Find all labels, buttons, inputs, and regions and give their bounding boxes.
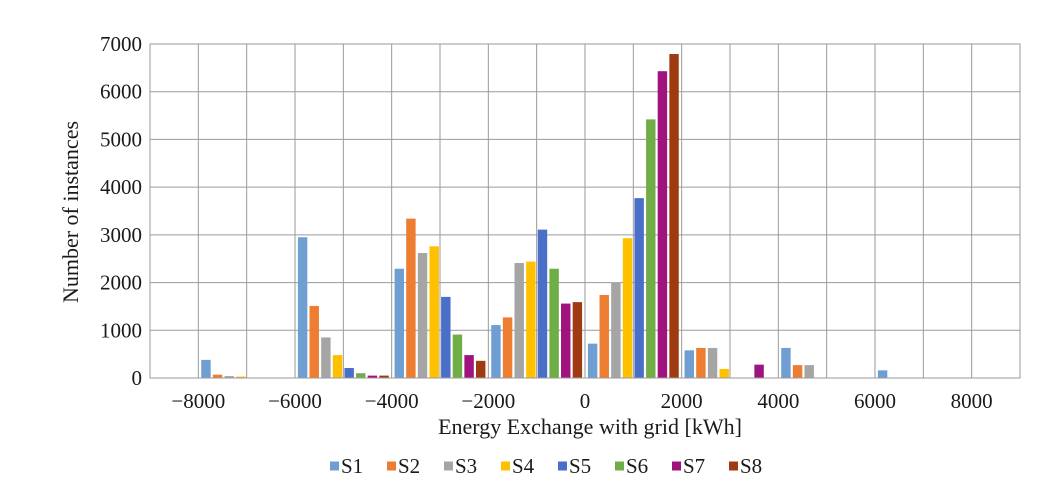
legend-item: S3 bbox=[444, 454, 477, 478]
y-tick-label: 0 bbox=[132, 366, 143, 390]
x-tick-label: −4000 bbox=[365, 389, 419, 413]
bar-s8 bbox=[572, 302, 583, 378]
bar-s6 bbox=[356, 373, 366, 378]
bar-s3 bbox=[321, 337, 331, 378]
bar-s3 bbox=[417, 252, 428, 378]
legend-item: S2 bbox=[387, 454, 420, 478]
legend-label: S8 bbox=[740, 454, 762, 478]
legend-swatch bbox=[558, 461, 567, 471]
legend: S1 S2 S3 S4 S5 S6 S7 S8 bbox=[330, 454, 762, 478]
y-tick-label: 6000 bbox=[100, 80, 142, 104]
x-tick-label: −8000 bbox=[171, 389, 225, 413]
legend-label: S3 bbox=[455, 454, 477, 478]
y-tick-label: 3000 bbox=[100, 223, 142, 247]
y-tick-label: 5000 bbox=[100, 127, 142, 151]
legend-swatch bbox=[444, 461, 453, 471]
bar-s4 bbox=[622, 238, 633, 378]
bar-s5 bbox=[441, 296, 451, 378]
bar-s3 bbox=[707, 347, 718, 378]
y-tick-label: 1000 bbox=[100, 318, 142, 342]
legend-item: S1 bbox=[330, 454, 363, 478]
y-tick-label: 2000 bbox=[100, 271, 142, 295]
bar-s5 bbox=[537, 229, 548, 378]
legend-item: S6 bbox=[615, 454, 648, 478]
bar-s7 bbox=[464, 355, 474, 378]
legend-label: S2 bbox=[398, 454, 420, 478]
bar-s2 bbox=[212, 374, 223, 378]
bar-s2 bbox=[406, 218, 416, 378]
x-tick-label: 2000 bbox=[661, 389, 703, 413]
legend-label: S6 bbox=[626, 454, 648, 478]
legend-swatch bbox=[387, 461, 396, 471]
bar-s1 bbox=[587, 343, 598, 378]
bar-s1 bbox=[201, 359, 211, 378]
legend-item: S7 bbox=[672, 454, 705, 478]
x-axis-title: Energy Exchange with grid [kWh] bbox=[438, 414, 742, 439]
bar-s8 bbox=[379, 375, 389, 378]
bar-s1 bbox=[684, 350, 694, 378]
bar-s2 bbox=[502, 317, 513, 378]
legend-label: S5 bbox=[569, 454, 591, 478]
bar-s3 bbox=[804, 365, 814, 378]
bar-s3 bbox=[611, 282, 621, 378]
bar-s2 bbox=[696, 347, 706, 378]
bar-s1 bbox=[394, 268, 404, 378]
x-tick-label: 0 bbox=[580, 389, 591, 413]
x-tick-label: 6000 bbox=[854, 389, 896, 413]
bar-s4 bbox=[332, 355, 343, 378]
bar-s6 bbox=[549, 268, 559, 378]
bar-s2 bbox=[309, 305, 319, 378]
legend-label: S4 bbox=[512, 454, 535, 478]
legend-item: S4 bbox=[501, 454, 535, 478]
bar-s7 bbox=[561, 303, 571, 378]
x-tick-label: 4000 bbox=[757, 389, 799, 413]
y-tick-label: 4000 bbox=[100, 175, 142, 199]
bar-s8 bbox=[476, 360, 486, 378]
legend-label: S7 bbox=[683, 454, 705, 478]
bar-s3 bbox=[514, 263, 524, 378]
legend-label: S1 bbox=[341, 454, 363, 478]
bar-s7 bbox=[367, 375, 378, 378]
bar-s7 bbox=[754, 364, 764, 378]
y-tick-label: 7000 bbox=[100, 32, 142, 56]
x-tick-label: −6000 bbox=[268, 389, 322, 413]
bar-s4 bbox=[236, 376, 246, 378]
bars bbox=[201, 54, 888, 379]
x-tick-label: 8000 bbox=[951, 389, 993, 413]
bar-s5 bbox=[634, 198, 644, 378]
y-axis-title: Number of instances bbox=[58, 121, 83, 303]
bar-s1 bbox=[297, 237, 308, 378]
bar-s1 bbox=[877, 370, 888, 378]
legend-item: S8 bbox=[729, 454, 762, 478]
legend-swatch bbox=[615, 461, 624, 471]
bar-s8 bbox=[669, 54, 679, 379]
bar-s7 bbox=[657, 71, 668, 378]
bar-s5 bbox=[344, 367, 354, 378]
legend-swatch bbox=[330, 461, 339, 471]
legend-swatch bbox=[729, 461, 738, 471]
axes bbox=[149, 43, 1021, 379]
bar-s3 bbox=[224, 376, 234, 378]
bar-s1 bbox=[491, 325, 501, 378]
bar-s4 bbox=[526, 261, 536, 378]
bar-s6 bbox=[646, 119, 656, 378]
bar-s4 bbox=[719, 368, 729, 378]
legend-swatch bbox=[672, 461, 681, 471]
bar-s2 bbox=[792, 365, 803, 378]
plot-frame bbox=[149, 43, 1021, 379]
bar-s1 bbox=[781, 347, 791, 378]
gridlines bbox=[150, 43, 1020, 378]
legend-item: S5 bbox=[558, 454, 591, 478]
bar-s4 bbox=[429, 246, 439, 378]
bar-s6 bbox=[452, 334, 463, 378]
bar-s2 bbox=[599, 294, 609, 378]
x-tick-label: −2000 bbox=[461, 389, 515, 413]
tick-labels: 0 1000 2000 3000 4000 5000 6000 7000 −8000 −6000 −… bbox=[100, 32, 993, 413]
legend-swatch bbox=[501, 461, 510, 471]
